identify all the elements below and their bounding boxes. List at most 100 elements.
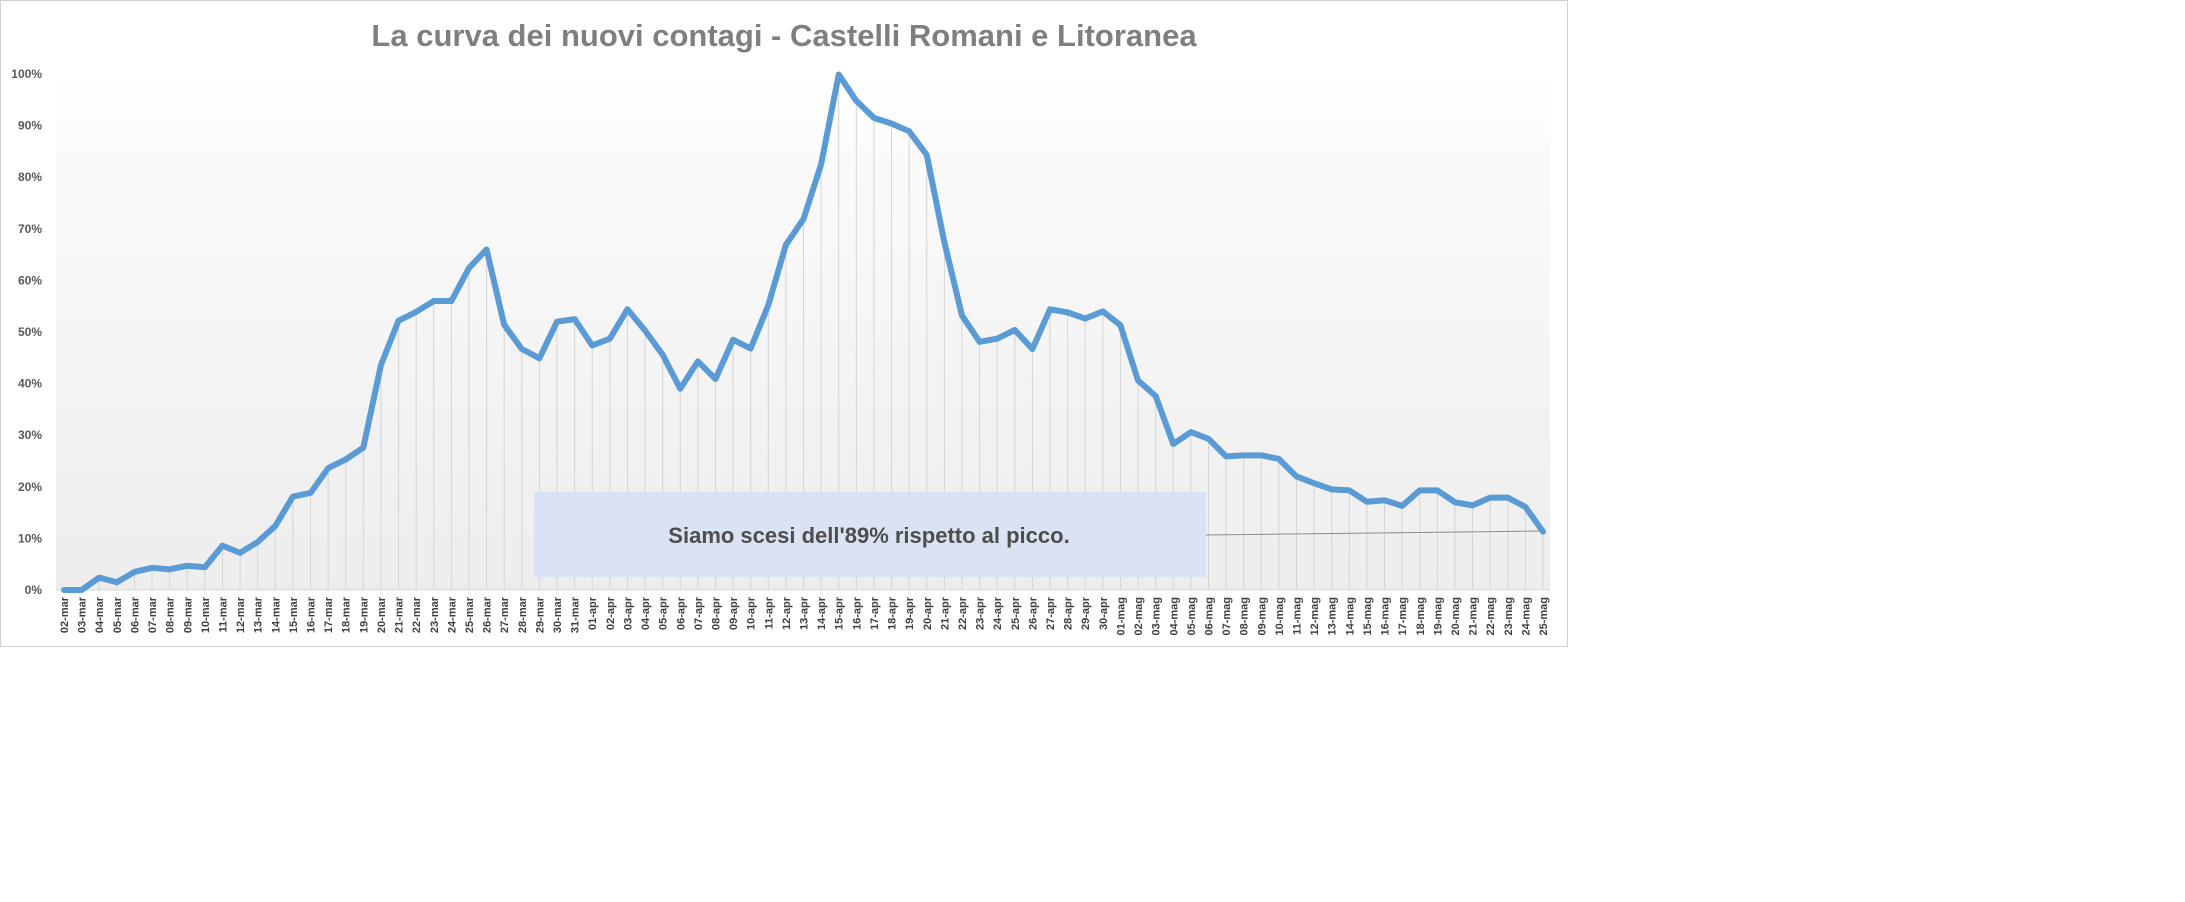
data-point (397, 319, 401, 323)
x-tick-label: 21-mar (394, 596, 406, 633)
data-point (467, 266, 471, 270)
x-tick-label: 11-mar (217, 596, 229, 632)
y-axis: 0% 10% 20% 30% 40% 50% 60% 70% 80% 90% 100% (11, 67, 42, 597)
x-tick-label: 14-mar (270, 596, 282, 633)
annotation-leader-line (1205, 530, 1544, 536)
data-point (449, 299, 453, 303)
x-tick-label: 05-apr (658, 596, 670, 630)
series-line (61, 71, 1546, 593)
data-point (890, 122, 894, 126)
x-tick-label: 08-mag (1239, 597, 1251, 636)
x-tick-label: 10-mag (1274, 597, 1286, 636)
data-point (168, 567, 172, 571)
x-tick-label: 03-mar (77, 596, 89, 633)
data-point (942, 240, 946, 244)
x-tick-label: 14-mag (1344, 597, 1356, 636)
x-tick-label: 13-mar (253, 596, 265, 633)
data-point (1030, 347, 1034, 351)
annotation-text: Siamo scesi dell'89% rispetto al picco. (668, 523, 1069, 548)
x-tick-label: 18-mag (1415, 597, 1427, 636)
data-point (220, 544, 224, 548)
data-point (1383, 498, 1387, 502)
y-tick-label: 90% (18, 119, 42, 133)
data-point (1189, 430, 1193, 434)
data-point (115, 580, 119, 584)
x-tick-label: 24-apr (992, 596, 1004, 630)
data-point (678, 387, 682, 391)
data-point (573, 317, 577, 321)
x-tick-label: 18-apr (887, 596, 899, 630)
x-tick-label: 15-mag (1362, 597, 1374, 636)
data-point (1330, 487, 1334, 491)
x-tick-label: 14-apr (816, 596, 828, 630)
data-point (1365, 500, 1369, 504)
data-point (132, 570, 136, 574)
x-tick-label: 27-mar (499, 596, 511, 633)
x-tick-label: 22-mag (1485, 597, 1497, 636)
x-tick-label: 20-apr (922, 596, 934, 630)
x-tick-label: 01-mag (1115, 597, 1127, 636)
y-tick-label: 100% (11, 67, 42, 81)
y-tick-label: 0% (25, 583, 43, 597)
data-point (326, 466, 330, 470)
x-tick-label: 10-mar (200, 596, 212, 633)
data-point (361, 446, 365, 450)
data-point (1488, 496, 1492, 500)
x-tick-label: 30-apr (1098, 596, 1110, 630)
x-tick-label: 23-mar (429, 596, 441, 633)
data-point (1277, 457, 1281, 461)
x-tick-label: 11-mag (1292, 597, 1304, 635)
x-tick-label: 25-mar (464, 596, 476, 633)
data-point (608, 337, 612, 341)
data-point (238, 551, 242, 555)
x-tick-label: 07-mar (147, 596, 159, 633)
data-point (520, 347, 524, 351)
x-tick-label: 06-mar (129, 596, 141, 633)
data-point (1506, 496, 1510, 500)
x-tick-label: 17-mag (1397, 597, 1409, 636)
data-point (1312, 481, 1316, 485)
data-point (661, 353, 665, 357)
x-tick-label: 03-mag (1151, 597, 1163, 636)
x-tick-label: 02-apr (605, 596, 617, 630)
data-point (1541, 530, 1545, 534)
x-tick-label: 15-mar (288, 596, 300, 633)
data-point (625, 307, 629, 311)
x-tick-label: 22-mar (411, 596, 423, 633)
data-point (203, 565, 207, 569)
y-tick-label: 30% (18, 428, 42, 442)
data-point (1101, 309, 1105, 313)
y-tick-label: 20% (18, 480, 42, 494)
data-point (925, 153, 929, 157)
data-point (854, 99, 858, 103)
data-point (1118, 323, 1122, 327)
annotation-box (534, 492, 1206, 577)
data-point (555, 320, 559, 324)
x-tick-label: 04-mar (94, 596, 106, 633)
data-point (1523, 505, 1527, 509)
x-tick-label: 07-mag (1221, 597, 1233, 636)
x-tick-label: 16-mag (1380, 597, 1392, 636)
data-point (1347, 488, 1351, 492)
data-point (643, 328, 647, 332)
data-point (749, 347, 753, 351)
x-tick-label: 08-mar (165, 596, 177, 633)
x-tick-label: 28-mar (517, 596, 529, 633)
data-point (309, 491, 312, 495)
x-tick-label: 13-apr (799, 596, 811, 630)
x-tick-label: 04-mag (1168, 597, 1180, 636)
x-tick-label: 12-mar (235, 596, 247, 633)
data-point (1206, 437, 1210, 441)
data-point (1171, 442, 1175, 446)
data-point (802, 217, 805, 221)
data-point (485, 247, 489, 251)
x-tick-label: 22-apr (957, 596, 969, 630)
data-point (414, 310, 418, 314)
data-point (1136, 379, 1140, 383)
x-tick-label: 31-mar (570, 596, 582, 633)
data-point (907, 129, 911, 133)
data-point (978, 340, 982, 344)
data-point (150, 566, 154, 570)
data-point (432, 299, 436, 303)
data-point (291, 495, 295, 499)
